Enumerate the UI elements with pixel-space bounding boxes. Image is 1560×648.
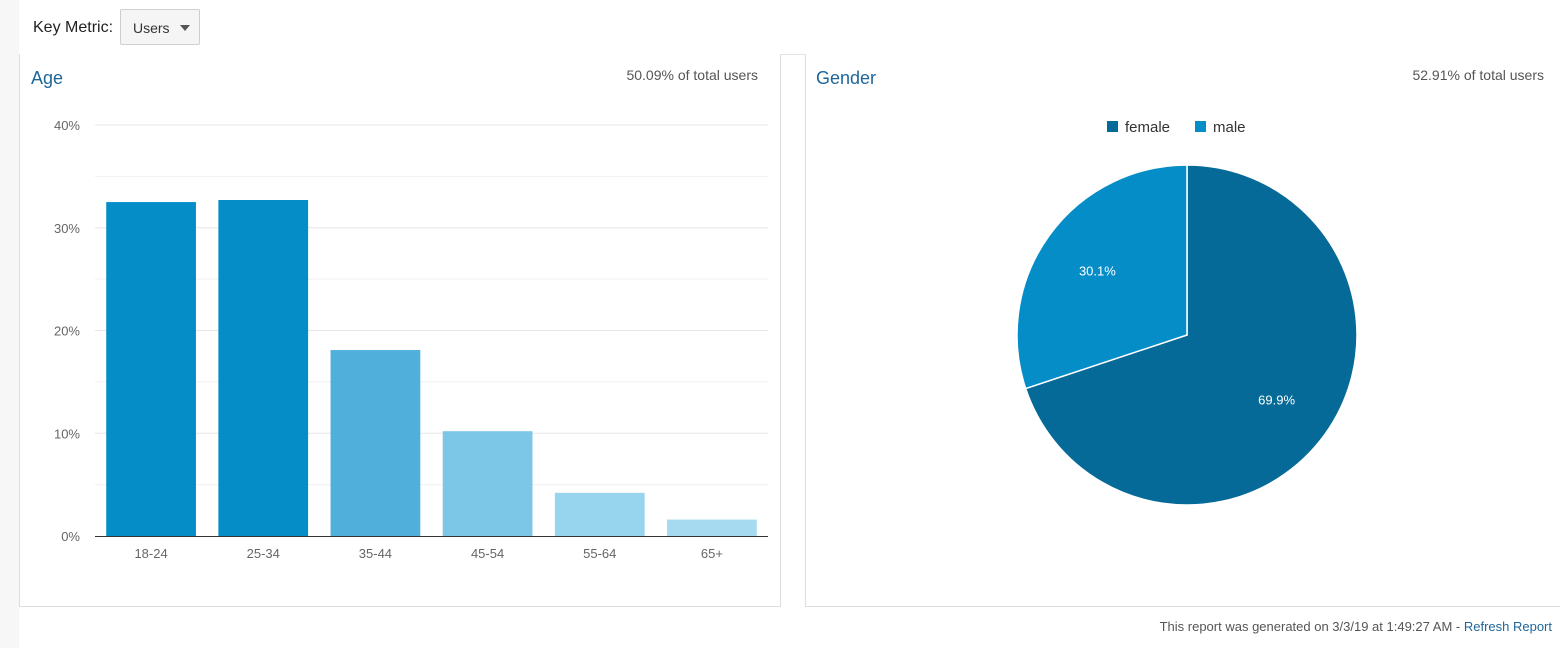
age-bar-chart: 0% 10% 20% 30% 40% 18-24 25-34 35-44 45-54 55-64 6… [54,118,768,561]
refresh-report-link[interactable]: Refresh Report [1463,619,1552,634]
report-generated-text: This report was generated on 3/3/19 at 1… [1159,619,1464,634]
bar-65+[interactable] [667,519,757,536]
x-tick-label: 45-54 [471,546,504,561]
y-tick-label: 20% [54,324,80,339]
pie-slice-female[interactable] [1024,164,1358,506]
y-tick-label: 40% [54,118,80,133]
legend-swatch-female [1107,121,1118,132]
pie-slice-male[interactable] [1016,164,1188,390]
gender-panel: Gender 52.91% of total users female male 6… [805,54,1560,607]
legend-label-male: male [1213,119,1246,136]
x-tick-label: 35-44 [359,546,392,561]
toolbar: Key Metric: Users [19,0,1560,55]
caret-down-icon [180,25,190,31]
y-tick-label: 10% [54,426,80,441]
legend-swatch-male [1195,121,1206,132]
key-metric-selected-value: Users [133,20,170,36]
x-tick-label: 65+ [701,546,723,561]
key-metric-label: Key Metric: [33,19,114,36]
legend-label-female: female [1125,119,1170,136]
left-gutter [0,0,19,648]
pie-value-label-female: 69.9% [1258,393,1295,408]
x-tick-label: 25-34 [247,546,280,561]
bar-45-54[interactable] [442,431,533,536]
age-panel: Age 50.09% of total users 0% 10% 20% 30% 40%… [19,54,781,607]
pie-value-label-male: 30.1% [1079,263,1116,278]
report-footer: This report was generated on 3/3/19 at 1… [1160,619,1552,634]
gender-pie-chart: female male 69.9% 30.1% [1016,119,1358,506]
x-tick-label: 18-24 [134,546,167,561]
y-tick-label: 0% [61,529,80,544]
bar-25-34[interactable] [218,200,309,536]
key-metric-dropdown[interactable]: Users [120,9,200,45]
bar-55-64[interactable] [554,492,645,536]
bar-35-44[interactable] [330,350,421,536]
bar-18-24[interactable] [106,202,196,536]
gender-panel-subtitle: 52.91% of total users [1412,67,1544,83]
age-panel-title: Age [31,68,64,88]
gender-panel-title: Gender [816,68,877,88]
x-tick-label: 55-64 [583,546,616,561]
age-panel-subtitle: 50.09% of total users [626,67,758,83]
y-tick-label: 30% [54,221,80,236]
